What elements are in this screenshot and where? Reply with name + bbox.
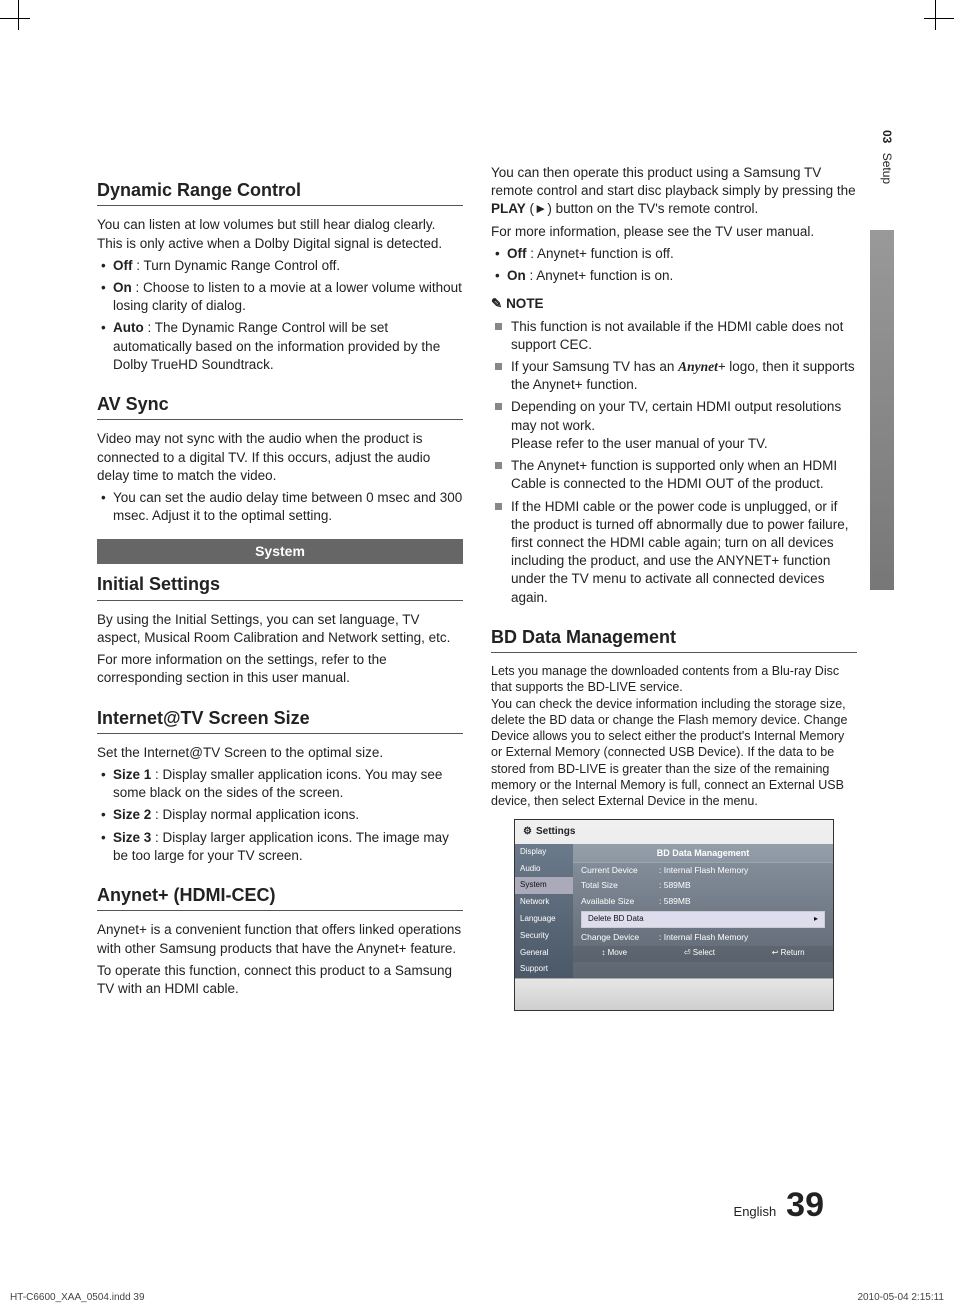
para-init2: For more information on the settings, re… — [97, 651, 463, 687]
note-header: NOTE — [491, 295, 857, 313]
chevron-right-icon: ▸ — [814, 914, 818, 925]
list-item: Size 2 : Display normal application icon… — [97, 806, 463, 824]
right-column: You can then operate this product using … — [491, 160, 857, 1011]
list-item: Off : Turn Dynamic Range Control off. — [97, 257, 463, 275]
osd-side-item: Network — [515, 894, 573, 911]
osd-foot-hint: ↩ Return — [772, 948, 805, 959]
osd-rows: Current Device: Internal Flash MemoryTot… — [573, 863, 833, 909]
para-itv: Set the Internet@TV Screen to the optima… — [97, 744, 463, 762]
osd-foot-hint: ⏎ Select — [684, 948, 715, 959]
chapter-tab: 03 Setup — [870, 130, 894, 184]
note-list: This function is not available if the HD… — [491, 318, 857, 607]
osd-side-item: General — [515, 945, 573, 962]
left-column: Dynamic Range Control You can listen at … — [97, 160, 463, 1011]
print-metadata: HT-C6600_XAA_0504.indd 39 2010-05-04 2:1… — [10, 1292, 944, 1303]
heading-itv: Internet@TV Screen Size — [97, 706, 463, 734]
osd-title: ⚙ Settings — [515, 820, 833, 844]
para-top1: You can then operate this product using … — [491, 164, 857, 219]
para-drc: You can listen at low volumes but still … — [97, 216, 463, 252]
heading-bd: BD Data Management — [491, 625, 857, 653]
note-item: This function is not available if the HD… — [491, 318, 857, 354]
osd-sidebar: DisplayAudioSystemNetworkLanguageSecurit… — [515, 844, 573, 978]
osd-side-item: Support — [515, 961, 573, 978]
chapter-label: Setup — [880, 153, 894, 184]
page-footer: English 39 — [60, 1186, 894, 1225]
note-item: If the HDMI cable or the power code is u… — [491, 498, 857, 607]
osd-side-item: Audio — [515, 861, 573, 878]
osd-info-row: Available Size: 589MB — [573, 894, 833, 909]
list-item: Size 1 : Display smaller application ico… — [97, 766, 463, 802]
itv-list: Size 1 : Display smaller application ico… — [97, 766, 463, 865]
av-list: You can set the audio delay time between… — [97, 489, 463, 525]
heading-initial: Initial Settings — [97, 572, 463, 600]
heading-drc: Dynamic Range Control — [97, 178, 463, 206]
osd-footer: ↕ Move ⏎ Select ↩ Return — [573, 946, 833, 963]
osd-side-item: System — [515, 877, 573, 894]
footer-language: English — [734, 1204, 777, 1219]
para-init1: By using the Initial Settings, you can s… — [97, 611, 463, 647]
osd-bottom-bar — [515, 978, 833, 1010]
content-columns: Dynamic Range Control You can listen at … — [97, 60, 857, 1011]
para-any2: To operate this function, connect this p… — [97, 962, 463, 998]
osd-foot-hint: ↕ Move — [601, 948, 627, 959]
para-any1: Anynet+ is a convenient function that of… — [97, 921, 463, 957]
band-system: System — [97, 539, 463, 564]
print-file: HT-C6600_XAA_0504.indd 39 — [10, 1292, 145, 1303]
heading-av: AV Sync — [97, 392, 463, 420]
list-item: Size 3 : Display larger application icon… — [97, 829, 463, 865]
note-item: If your Samsung TV has an Anynet+ logo, … — [491, 358, 857, 394]
print-timestamp: 2010-05-04 2:15:11 — [857, 1292, 944, 1303]
para-top2: For more information, please see the TV … — [491, 223, 857, 241]
anynet-options: Off : Anynet+ function is off. On : Anyne… — [491, 245, 857, 285]
note-item: The Anynet+ function is supported only w… — [491, 457, 857, 493]
osd-side-item: Security — [515, 928, 573, 945]
osd-body: DisplayAudioSystemNetworkLanguageSecurit… — [515, 844, 833, 978]
heading-anynet: Anynet+ (HDMI-CEC) — [97, 883, 463, 911]
list-item: On : Choose to listen to a movie at a lo… — [97, 279, 463, 315]
para-av: Video may not sync with the audio when t… — [97, 430, 463, 485]
list-item: On : Anynet+ function is on. — [491, 267, 857, 285]
drc-list: Off : Turn Dynamic Range Control off. On … — [97, 257, 463, 374]
osd-panel-header: BD Data Management — [573, 844, 833, 863]
osd-info-row: Total Size: 589MB — [573, 878, 833, 893]
footer-page-number: 39 — [786, 1186, 824, 1225]
chapter-number: 03 — [880, 130, 894, 143]
gear-icon: ⚙ — [523, 825, 532, 839]
manual-page: 03 Setup Dynamic Range Control You can l… — [60, 60, 894, 1247]
osd-change-device: Change Device : Internal Flash Memory — [573, 930, 833, 945]
list-item: You can set the audio delay time between… — [97, 489, 463, 525]
osd-delete-bd: Delete BD Data ▸ — [581, 911, 825, 928]
osd-main: BD Data Management Current Device: Inter… — [573, 844, 833, 978]
side-gradient-block — [870, 230, 894, 590]
list-item: Auto : The Dynamic Range Control will be… — [97, 319, 463, 374]
note-item: Depending on your TV, certain HDMI outpu… — [491, 398, 857, 453]
anynet-logo: Anynet+ — [678, 359, 725, 374]
osd-side-item: Language — [515, 911, 573, 928]
para-bd: Lets you manage the downloaded contents … — [491, 663, 857, 809]
list-item: Off : Anynet+ function is off. — [491, 245, 857, 263]
osd-side-item: Display — [515, 844, 573, 861]
osd-info-row: Current Device: Internal Flash Memory — [573, 863, 833, 878]
osd-screenshot: ⚙ Settings DisplayAudioSystemNetworkLang… — [514, 819, 834, 1011]
